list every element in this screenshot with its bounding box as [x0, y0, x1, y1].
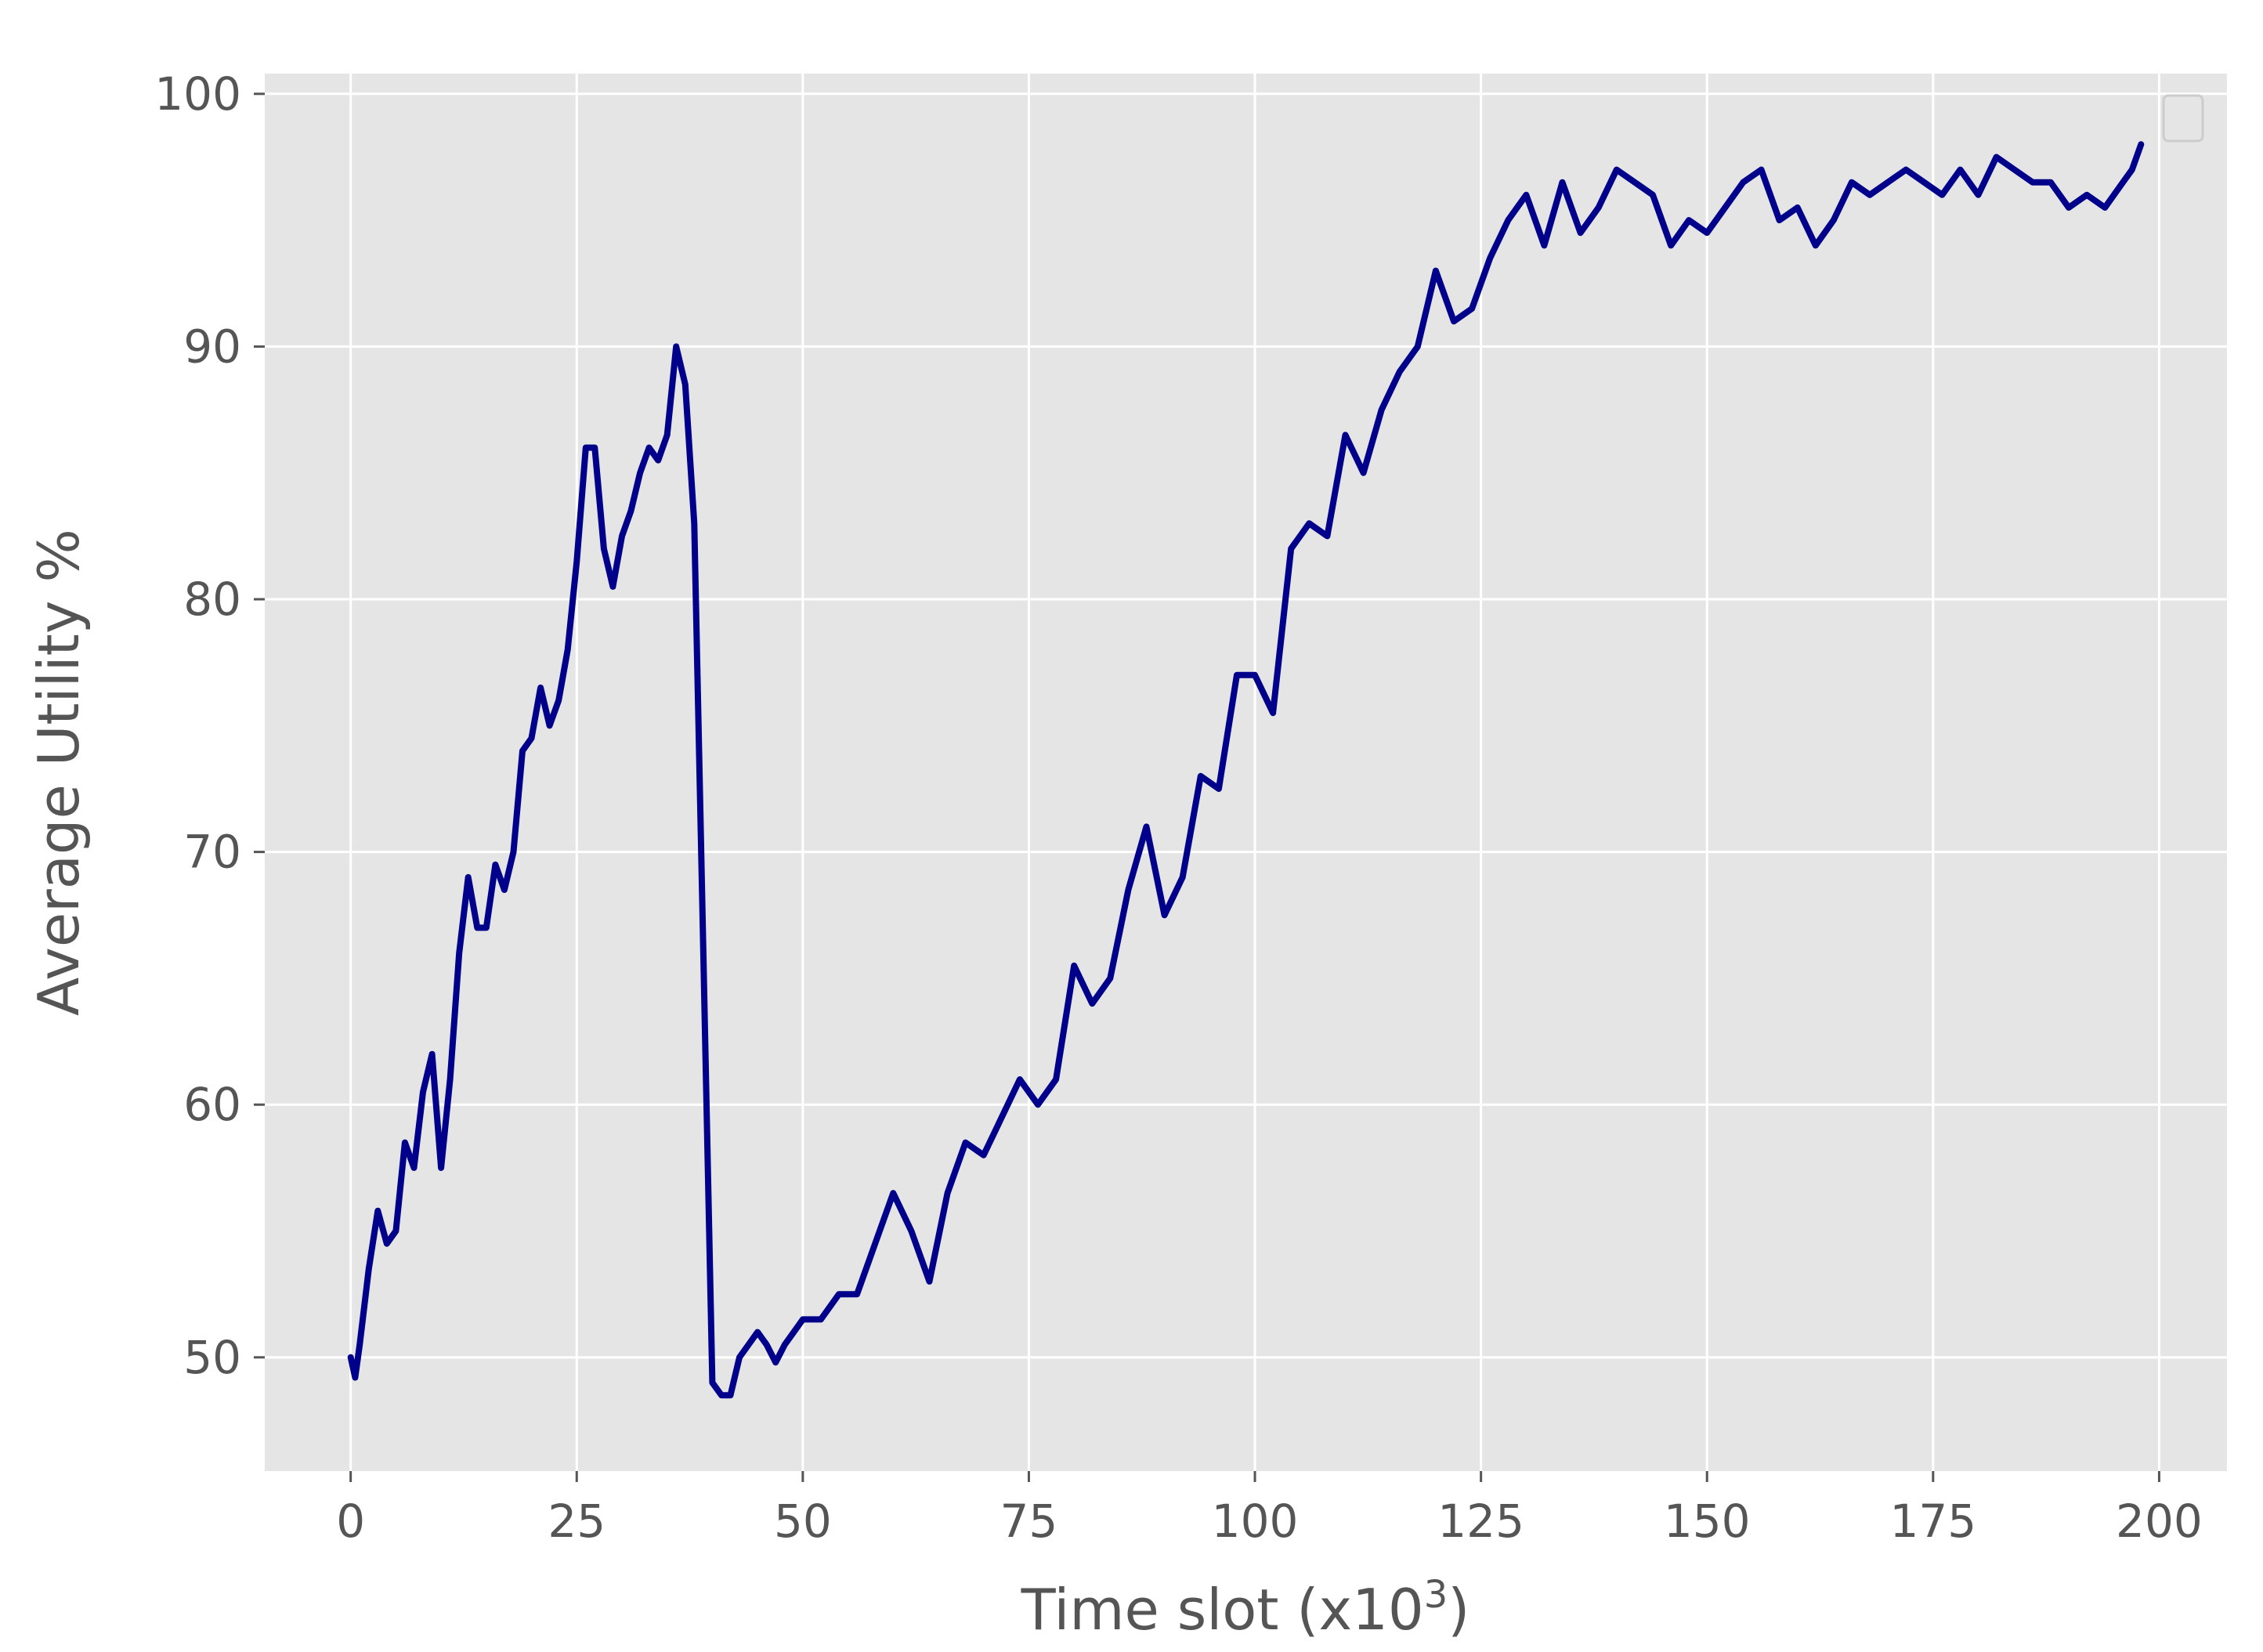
y-tick-label: 90 — [183, 320, 241, 373]
axis-ticks: 0 25 50 75 100 125 150 175 200 50 60 70 80 90 100 — [154, 67, 2203, 1548]
y-tick-label: 70 — [183, 826, 241, 879]
series-group — [347, 141, 2145, 1399]
y-tick-label: 80 — [183, 573, 241, 626]
legend-box — [2162, 94, 2204, 143]
x-tick-label: 75 — [1000, 1495, 1058, 1548]
x-tick-label: 100 — [1212, 1495, 1299, 1548]
x-axis-label-close: ) — [1448, 1577, 1470, 1643]
x-tick-label: 200 — [2116, 1495, 2203, 1548]
plot-background — [265, 74, 2227, 1471]
y-axis-label: Average Utility % — [26, 529, 92, 1016]
x-tick-label: 150 — [1664, 1495, 1751, 1548]
grid-lines — [265, 74, 2227, 1471]
x-tick-label: 50 — [774, 1495, 832, 1548]
series-line — [347, 141, 2145, 1399]
x-axis-label: Time slot (x103) — [1021, 1573, 1470, 1643]
x-axis-label-text: Time slot (x10 — [1021, 1577, 1424, 1643]
x-tick-label: 175 — [1889, 1495, 1976, 1548]
y-tick-label: 50 — [183, 1331, 241, 1384]
x-tick-label: 25 — [548, 1495, 606, 1548]
y-tick-label: 100 — [154, 67, 241, 121]
x-tick-label: 0 — [336, 1495, 365, 1548]
x-tick-label: 125 — [1437, 1495, 1524, 1548]
y-tick-label: 60 — [183, 1078, 241, 1131]
x-axis-label-superscript: 3 — [1424, 1573, 1448, 1617]
